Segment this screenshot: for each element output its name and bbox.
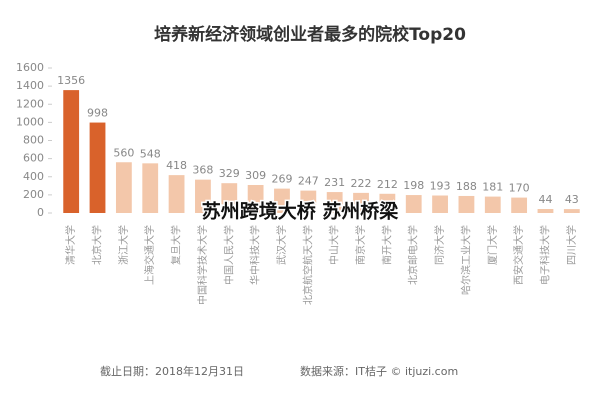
value-label: 309 bbox=[245, 169, 266, 182]
bar bbox=[221, 183, 238, 213]
value-label: 998 bbox=[87, 107, 108, 120]
footnote: 截止日期：2018年12月31日 bbox=[100, 364, 244, 378]
x-tick-label: 中国科学技术大学 bbox=[196, 225, 209, 305]
bar bbox=[326, 192, 343, 213]
value-label: 560 bbox=[113, 146, 134, 159]
bar bbox=[115, 162, 132, 213]
bar bbox=[300, 190, 317, 213]
y-tick-label: 1200 bbox=[16, 97, 44, 110]
x-tick-label: 中山大学 bbox=[328, 225, 341, 265]
chart-title: 培养新经济领域创业者最多的院校Top20 bbox=[154, 24, 466, 45]
x-tick-label: 复旦大学 bbox=[170, 225, 183, 265]
bar bbox=[247, 184, 264, 213]
x-tick-label: 北京大学 bbox=[91, 225, 104, 265]
bar bbox=[168, 175, 185, 213]
value-label: 368 bbox=[192, 164, 213, 177]
x-tick-label: 西安交通大学 bbox=[512, 225, 525, 285]
x-tick-label: 南开大学 bbox=[380, 225, 393, 265]
bar bbox=[563, 209, 580, 213]
bar bbox=[537, 209, 554, 213]
x-tick-label: 武汉大学 bbox=[275, 225, 288, 265]
value-label: 418 bbox=[166, 159, 187, 172]
value-label: 1356 bbox=[57, 74, 85, 87]
x-tick-label: 北京航空航天大学 bbox=[301, 225, 314, 305]
x-tick-label: 清华大学 bbox=[64, 225, 77, 265]
y-tick-label: 600 bbox=[23, 152, 44, 165]
y-tick-label: 400 bbox=[23, 170, 44, 183]
value-label: 193 bbox=[430, 180, 451, 193]
x-tick-label: 哈尔滨工业大学 bbox=[459, 225, 472, 295]
bar bbox=[63, 90, 80, 213]
y-tick-label: 800 bbox=[23, 134, 44, 147]
bar bbox=[405, 195, 422, 213]
bar bbox=[353, 192, 369, 213]
value-label: 329 bbox=[219, 167, 240, 180]
value-label: 222 bbox=[351, 177, 372, 190]
y-tick-label: 1000 bbox=[16, 115, 44, 128]
bar bbox=[458, 195, 475, 213]
y-tick-label: 0 bbox=[37, 206, 44, 219]
bar bbox=[511, 197, 528, 213]
x-tick-label: 华中科技大学 bbox=[249, 225, 262, 285]
x-tick-label: 中国人民大学 bbox=[222, 225, 235, 285]
bar bbox=[195, 179, 211, 213]
value-label: 548 bbox=[140, 147, 161, 160]
value-label: 212 bbox=[377, 178, 398, 191]
x-tick-label: 厦门大学 bbox=[486, 225, 499, 265]
x-tick-label: 浙江大学 bbox=[117, 225, 130, 265]
value-label: 269 bbox=[271, 173, 292, 186]
x-tick-label: 南京大学 bbox=[354, 225, 367, 265]
bar bbox=[142, 163, 159, 213]
x-tick-label: 同济大学 bbox=[433, 225, 446, 265]
value-label: 198 bbox=[403, 179, 424, 192]
y-tick-label: 1400 bbox=[16, 79, 44, 92]
value-label: 44 bbox=[538, 193, 552, 206]
overlay-text: 苏州跨境大桥 苏州桥梁 bbox=[202, 200, 400, 223]
value-label: 247 bbox=[298, 175, 319, 188]
bar bbox=[484, 196, 501, 213]
value-label: 188 bbox=[456, 180, 477, 193]
x-tick-label: 电子科技大学 bbox=[538, 225, 551, 285]
value-label: 170 bbox=[509, 182, 530, 195]
value-label: 231 bbox=[324, 176, 345, 189]
y-tick-label: 1600 bbox=[16, 61, 44, 74]
x-tick-label: 四川大学 bbox=[565, 225, 578, 265]
y-tick-label: 200 bbox=[23, 188, 44, 201]
value-label: 43 bbox=[565, 193, 579, 206]
value-label: 181 bbox=[482, 181, 503, 194]
bar bbox=[274, 188, 290, 213]
source: 数据来源：IT桔子 © itjuzi.com bbox=[300, 364, 458, 378]
bar bbox=[432, 195, 448, 213]
bar bbox=[89, 122, 106, 213]
x-tick-label: 北京邮电大学 bbox=[407, 225, 420, 285]
x-tick-label: 上海交通大学 bbox=[143, 225, 156, 285]
bar bbox=[379, 193, 396, 213]
